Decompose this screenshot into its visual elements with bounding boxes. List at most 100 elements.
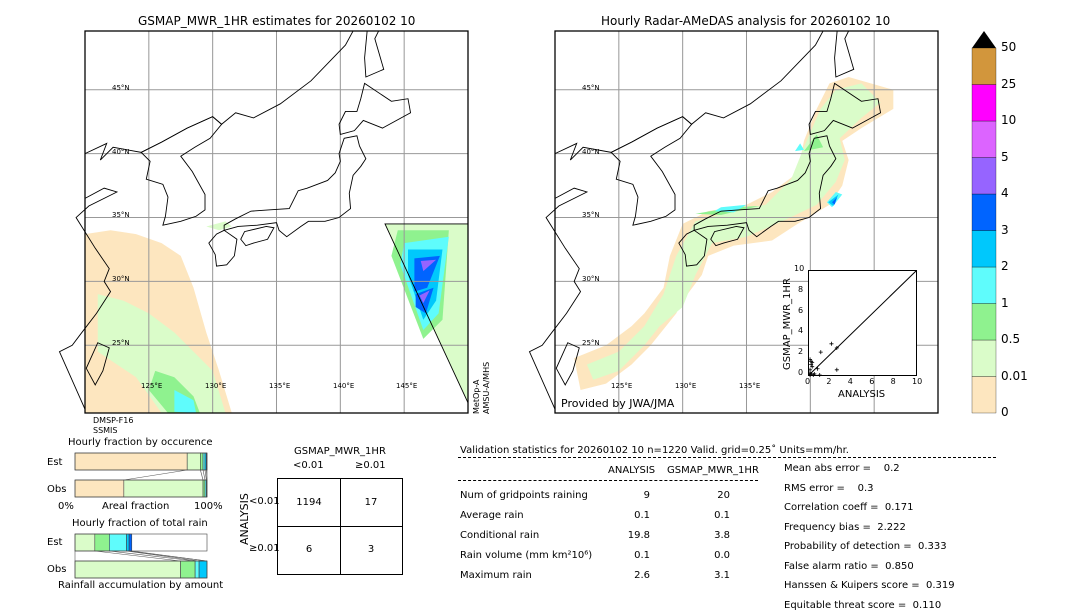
rain-area	[419, 290, 430, 304]
colorbar-segment	[971, 339, 997, 377]
connector-line	[131, 550, 208, 562]
scatter-ytick: 2	[798, 347, 804, 357]
contingency-title: GSMAP_MWR_1HR	[294, 446, 386, 457]
bar-frame	[74, 452, 208, 471]
colorbar-segment	[971, 193, 997, 231]
lon-label: 145°E	[396, 382, 418, 390]
scatter-ytick: 10	[794, 264, 805, 273]
bar-frame	[74, 479, 208, 498]
bar-segment	[186, 452, 201, 471]
scatter-xtick: 2	[826, 377, 832, 386]
scatter-point	[818, 350, 823, 355]
stats-row-label: Conditional rain	[460, 530, 540, 541]
lon-label: 125°E	[611, 382, 633, 390]
coastline-hokkaido	[808, 82, 882, 136]
map-frame	[84, 30, 469, 414]
colorbar-tick-label: 50	[1001, 40, 1017, 54]
scatter-xtick: 0	[805, 377, 811, 386]
stats-gsmap-value: 20	[717, 490, 730, 501]
bar-segment	[74, 479, 125, 498]
lon-label: 135°E	[739, 382, 761, 390]
score-line: Mean abs error = 0.2	[784, 463, 900, 474]
rain-area	[174, 390, 197, 413]
bar-segment	[194, 560, 200, 579]
bar-segment	[198, 560, 208, 579]
coastline-kyushu	[678, 229, 708, 267]
right-map	[528, 30, 939, 414]
colorbar-segment	[971, 120, 997, 158]
scatter-ytick: 6	[798, 305, 804, 315]
score-line: False alarm ratio = 0.850	[784, 560, 914, 572]
left-map	[58, 30, 469, 414]
scatter-point	[834, 367, 839, 372]
lat-label: 30°N	[582, 275, 600, 283]
occurrence-bars	[74, 452, 208, 498]
bar-frame	[74, 560, 208, 579]
lat-label: 30°N	[112, 275, 130, 283]
stats-analysis-value: 0.1	[634, 510, 650, 521]
col-analysis: ANALYSIS	[608, 465, 656, 476]
stats-row-label: Maximum rain	[460, 570, 532, 581]
connector-line	[94, 550, 181, 562]
row-label-1: ≥0.01	[249, 543, 280, 554]
occ-tick-0: 0%	[58, 501, 74, 512]
colorbar-tick-label: 3	[1001, 222, 1009, 237]
rain-xlabel: Rainfall accumulation by amount	[58, 580, 224, 591]
colorbar-tick-label: 10	[1001, 113, 1017, 127]
scatter-point	[808, 367, 813, 372]
colorbar-tick-label: 0.01	[1001, 368, 1028, 383]
rain-area	[586, 83, 881, 380]
sensor-right: MetOp-A AMSU-A/MHS	[472, 361, 491, 414]
rain-area	[414, 255, 440, 292]
scatter-xlabel: ANALYSIS	[838, 389, 886, 400]
rain-obs-label: Obs	[47, 564, 67, 575]
stats-gsmap-value: 3.8	[714, 530, 730, 541]
colorbar-tick-label: 25	[1001, 76, 1017, 91]
colorbar-segment	[971, 230, 997, 268]
colorbar-segment	[971, 266, 997, 304]
connector-line	[204, 469, 207, 481]
colorbar-segment	[971, 47, 997, 85]
bar-segment	[123, 479, 204, 498]
colorbar	[971, 31, 997, 414]
score-line: Frequency bias = 2.222	[784, 521, 906, 533]
lat-label: 35°N	[582, 211, 600, 219]
col-label-1: ≥0.01	[355, 460, 386, 471]
score-line: Correlation coeff = 0.171	[784, 502, 914, 513]
lon-label: 130°E	[675, 382, 697, 390]
coastline-shikoku	[240, 226, 275, 247]
scatter-ytick: 8	[798, 284, 804, 294]
left-map-title: GSMAP_MWR_1HR estimates for 20260102 10	[138, 14, 416, 28]
scatter-ytick: 0	[798, 368, 804, 377]
occ-obs-label: Obs	[47, 484, 67, 495]
score-line: RMS error = 0.3	[784, 482, 874, 494]
lat-label: 40°N	[582, 148, 600, 156]
bar-segment	[126, 533, 130, 552]
stats-row-label: Rain volume (mm km²10⁶)	[460, 550, 593, 561]
colorbar-tick-label: 0.5	[1001, 332, 1021, 346]
bar-segment	[74, 560, 181, 579]
coastline-shikoku	[710, 226, 745, 247]
stats-row-label: Average rain	[460, 510, 524, 521]
coastline-taiwan	[85, 342, 110, 386]
rain-area	[97, 294, 226, 413]
score-line: Hanssen & Kuipers score = 0.319	[784, 580, 955, 591]
score-line: Equitable threat score = 0.110	[784, 599, 942, 611]
colorbar-extend-arrow	[972, 31, 996, 48]
rain-est-label: Est	[47, 537, 63, 548]
connector-line	[109, 550, 196, 562]
colorbar-segment	[971, 157, 997, 195]
rain-area	[832, 197, 838, 205]
colorbar-tick-label: 4	[1001, 186, 1009, 200]
lon-label: 135°E	[269, 382, 291, 390]
scatter-point	[808, 373, 813, 377]
stats-header: Validation statistics for 20260102 10 n=…	[460, 445, 849, 456]
rain-area	[828, 194, 839, 207]
bar-segment	[74, 533, 96, 552]
lon-label: 125°E	[141, 382, 163, 390]
rain-area	[420, 259, 437, 272]
occ-xlabel: Areal fraction	[102, 501, 170, 512]
coastline-honshu	[693, 135, 837, 238]
colorbar-segment	[971, 303, 997, 341]
